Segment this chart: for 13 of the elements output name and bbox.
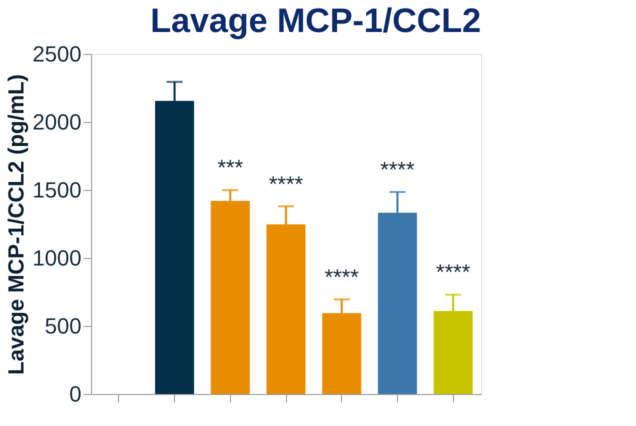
- annotation: ****: [268, 171, 304, 196]
- annotation: ***: [217, 155, 244, 180]
- chart-title: Lavage MCP-1/CCL2: [150, 2, 481, 40]
- annotation: ****: [436, 260, 471, 285]
- y-tick-label: 2000: [32, 110, 82, 134]
- y-tick-label: 0: [69, 382, 82, 406]
- annotation: ****: [324, 264, 360, 290]
- y-axis-title: Lavage MCP-1/CCL2 (pg/mL): [4, 74, 29, 375]
- y-tick-label: 1500: [32, 178, 82, 202]
- y-tick-label: 2500: [32, 42, 82, 66]
- y-tick-label: 500: [44, 314, 82, 338]
- y-tick-label: 1000: [32, 246, 82, 270]
- annotation: ****: [380, 157, 415, 182]
